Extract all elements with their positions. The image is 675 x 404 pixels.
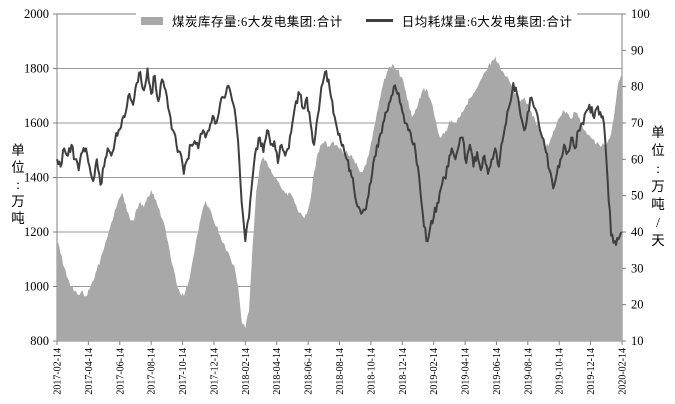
y-right-axis-title: 天 [651, 233, 665, 248]
x-tick-label: 2018-02-14 [241, 348, 252, 395]
x-tick-label: 2017-04-14 [84, 348, 95, 395]
x-tick-label: 2017-06-14 [115, 348, 126, 395]
x-tick-label: 2017-10-14 [178, 348, 189, 395]
x-tick-label: 2018-06-14 [304, 348, 315, 395]
y-left-tick-label: 1200 [24, 225, 49, 239]
x-tick-label: 2017-12-14 [209, 348, 220, 395]
y-right-axis-title: : [656, 161, 660, 176]
y-right-tick-label: 10 [631, 334, 644, 348]
y-left-tick-label: 1400 [24, 171, 49, 185]
x-tick-label: 2018-12-14 [398, 348, 409, 395]
x-tick-label: 2020-02-14 [618, 348, 629, 395]
x-tick-label: 2019-06-14 [492, 348, 503, 395]
x-tick-label: 2019-04-14 [461, 348, 472, 395]
y-right-axis-title: / [656, 215, 660, 230]
x-tick-label: 2019-02-14 [429, 348, 440, 395]
x-tick-label: 2017-02-14 [53, 348, 64, 395]
y-right-axis-title: 吨 [651, 197, 665, 212]
y-right-tick-label: 70 [631, 116, 644, 130]
y-left-axis-title: 位 [11, 160, 25, 175]
legend-line-swatch-icon [365, 19, 393, 22]
y-right-tick-label: 20 [631, 298, 644, 312]
y-left-tick-label: 1800 [24, 62, 49, 76]
x-tick-label: 2018-10-14 [366, 348, 377, 395]
y-left-axis-title: 吨 [11, 211, 25, 226]
y-right-axis-title: 位 [651, 143, 665, 158]
y-right-tick-label: 90 [631, 43, 644, 57]
y-right-axis-title: 万 [651, 179, 665, 194]
y-left-tick-label: 800 [30, 334, 49, 348]
x-tick-label: 2017-08-14 [147, 348, 158, 395]
x-tick-label: 2019-08-14 [523, 348, 534, 395]
y-left-axis-title: 万 [11, 194, 25, 209]
y-right-tick-label: 50 [631, 189, 644, 203]
y-right-tick-label: 30 [631, 261, 644, 275]
x-tick-label: 2019-10-14 [555, 348, 566, 395]
y-right-tick-label: 40 [631, 225, 644, 239]
y-left-tick-label: 1000 [24, 280, 49, 294]
y-right-axis-title: 单 [651, 125, 665, 140]
y-left-tick-label: 2000 [24, 7, 49, 21]
y-left-tick-label: 1600 [24, 116, 49, 130]
legend-label-consumption: 日均耗煤量:6大发电集团:合计 [401, 15, 573, 29]
y-right-tick-label: 100 [631, 7, 650, 21]
y-right-tick-label: 60 [631, 152, 644, 166]
legend-area-swatch-icon [141, 16, 163, 25]
y-left-axis-title: 单 [11, 143, 25, 158]
y-right-tick-label: 80 [631, 80, 644, 94]
legend-label-inventory: 煤炭库存量:6大发电集团:合计 [172, 15, 343, 29]
y-left-axis-title: : [16, 177, 20, 192]
x-tick-label: 2018-04-14 [272, 348, 283, 395]
x-tick-label: 2019-12-14 [586, 348, 597, 395]
x-tick-label: 2018-08-14 [335, 348, 346, 395]
chart-legend: 煤炭库存量:6大发电集团:合计 日均耗煤量:6大发电集团:合计 [136, 11, 578, 30]
